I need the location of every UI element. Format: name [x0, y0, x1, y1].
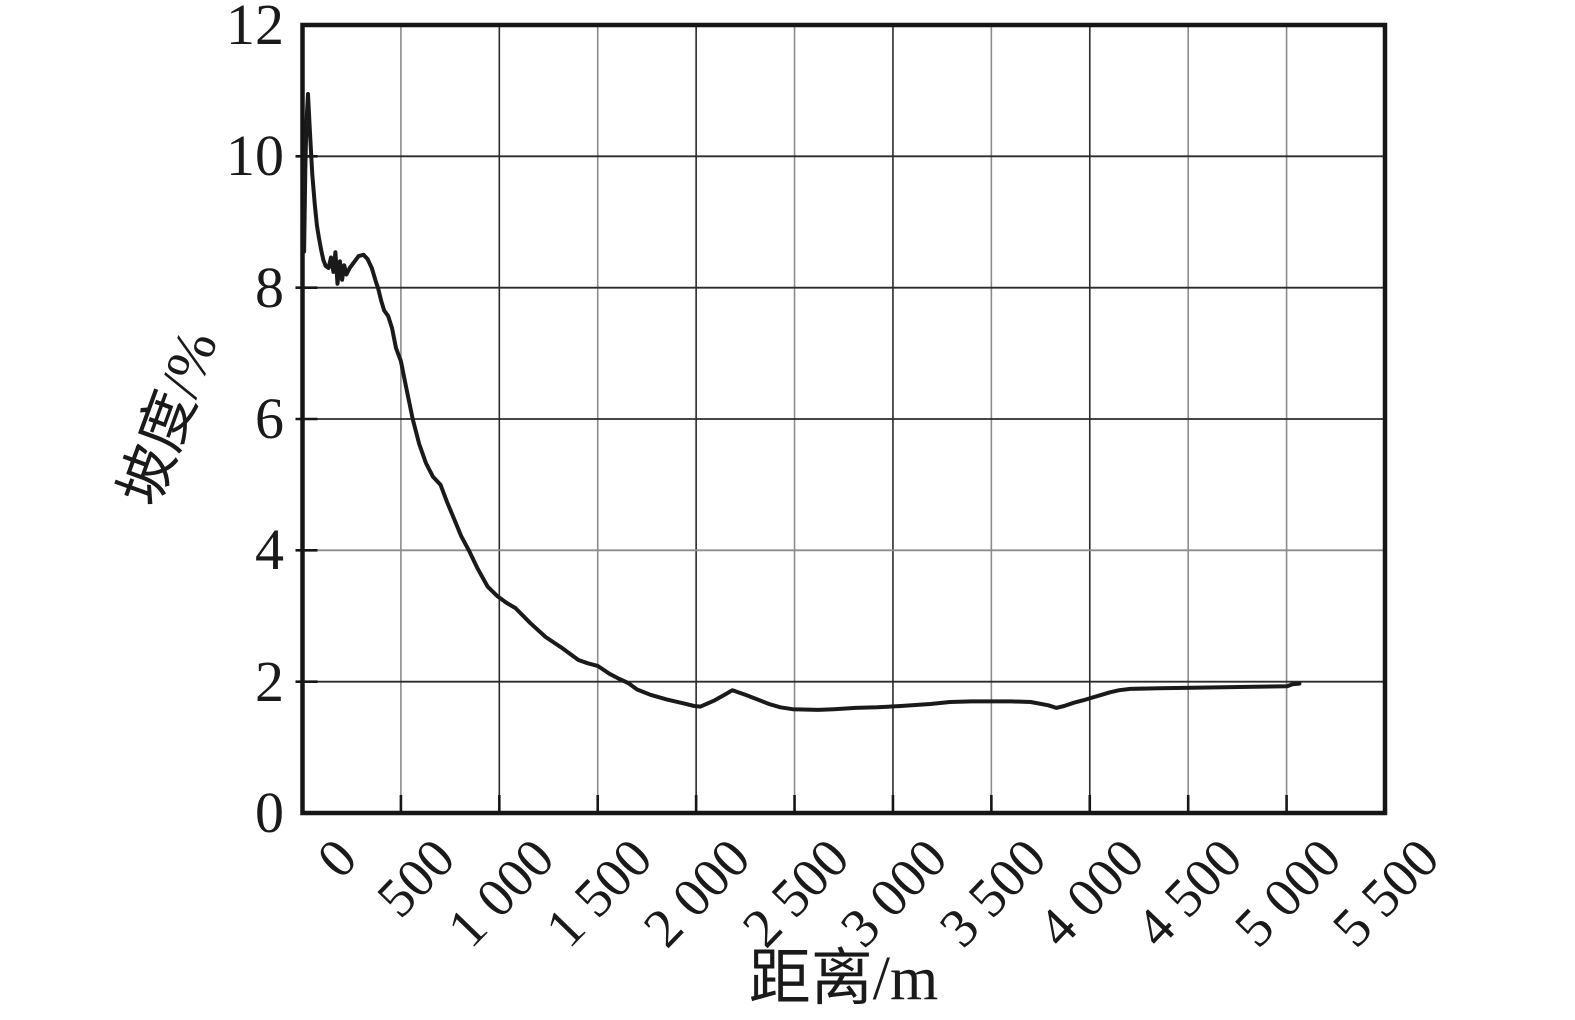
- y-tick-label: 2: [255, 648, 284, 714]
- y-tick-label: 12: [226, 0, 284, 57]
- y-tick-label: 4: [255, 517, 284, 583]
- slope-line-series: [302, 92, 1302, 712]
- y-tick-label: 0: [255, 780, 284, 845]
- y-tick-label: 10: [226, 123, 284, 189]
- y-tick-label: 6: [255, 386, 284, 451]
- y-tick-label: 8: [255, 254, 284, 320]
- x-axis-title: 距离/m: [748, 945, 939, 1013]
